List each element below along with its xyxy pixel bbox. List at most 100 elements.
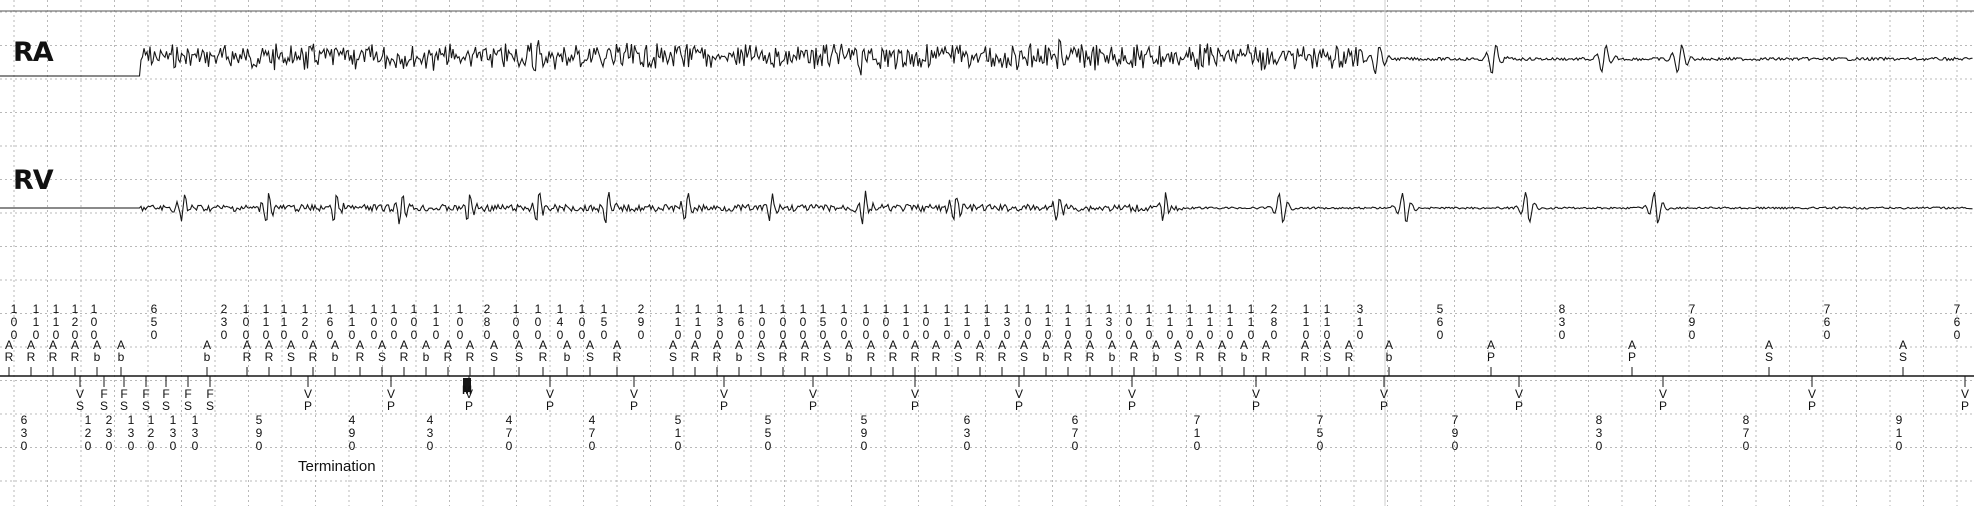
interval-value-top-glyph: 1 (1065, 315, 1072, 329)
atrial-marker-glyph: A (1130, 338, 1138, 352)
atrial-marker-glyph: A (1487, 338, 1495, 352)
interval-value-top-glyph: 1 (391, 302, 398, 316)
ventricular-marker-glyph: F (206, 387, 213, 401)
atrial-marker-glyph: A (466, 338, 474, 352)
atrial-marker-glyph: S (1020, 350, 1028, 364)
interval-value-top-glyph: 1 (964, 315, 971, 329)
ventricular-marker-glyph: S (162, 399, 170, 413)
interval-value-top-glyph: 0 (923, 328, 930, 342)
interval-value-top-glyph: 0 (1106, 328, 1113, 342)
interval-value-bottom-glyph: 0 (85, 439, 92, 453)
ventricular-marker-glyph: P (387, 399, 395, 413)
interval-value-top-glyph: 0 (91, 328, 98, 342)
atrial-marker-glyph: b (204, 350, 211, 364)
ventricular-marker-glyph: V (465, 387, 473, 401)
interval-value-top-glyph: 0 (457, 328, 464, 342)
interval-value-bottom-glyph: 5 (765, 426, 772, 440)
interval-value-bottom-glyph: 4 (589, 413, 596, 427)
atrial-marker-glyph: P (1487, 350, 1495, 364)
interval-value-top-glyph: 3 (1357, 302, 1364, 316)
interval-value-top-glyph: 2 (638, 302, 645, 316)
atrial-marker-glyph: A (49, 338, 57, 352)
atrial-marker-glyph: b (1386, 350, 1393, 364)
interval-value-bottom-glyph: 3 (106, 426, 113, 440)
interval-value-top-glyph: 1 (433, 315, 440, 329)
interval-value-top-glyph: 1 (243, 302, 250, 316)
interval-value-top-glyph: 1 (675, 315, 682, 329)
interval-value-top-glyph: 6 (738, 315, 745, 329)
interval-value-top-glyph: 2 (302, 315, 309, 329)
atrial-marker-glyph: S (515, 350, 523, 364)
interval-value-top-glyph: 1 (1086, 315, 1093, 329)
atrial-marker-glyph: S (287, 350, 295, 364)
interval-value-top-glyph: 1 (923, 302, 930, 316)
interval-value-top-glyph: 0 (484, 328, 491, 342)
atrial-marker-glyph: R (998, 350, 1007, 364)
interval-value-bottom-glyph: 3 (1596, 426, 1603, 440)
interval-value-top-glyph: 1 (327, 302, 334, 316)
interval-value-top-glyph: 0 (1025, 328, 1032, 342)
interval-value-top-glyph: 1 (1227, 302, 1234, 316)
atrial-marker-glyph: b (1043, 350, 1050, 364)
interval-value-top-glyph: 1 (1126, 302, 1133, 316)
atrial-marker-glyph: A (563, 338, 571, 352)
interval-value-top-glyph: 1 (457, 302, 464, 316)
interval-value-bottom-glyph: 0 (170, 439, 177, 453)
ventricular-marker-glyph: S (76, 399, 84, 413)
atrial-marker-glyph: b (564, 350, 571, 364)
interval-value-top-glyph: 0 (513, 315, 520, 329)
interval-value-top-glyph: 1 (281, 315, 288, 329)
ventricular-marker-glyph: F (184, 387, 191, 401)
